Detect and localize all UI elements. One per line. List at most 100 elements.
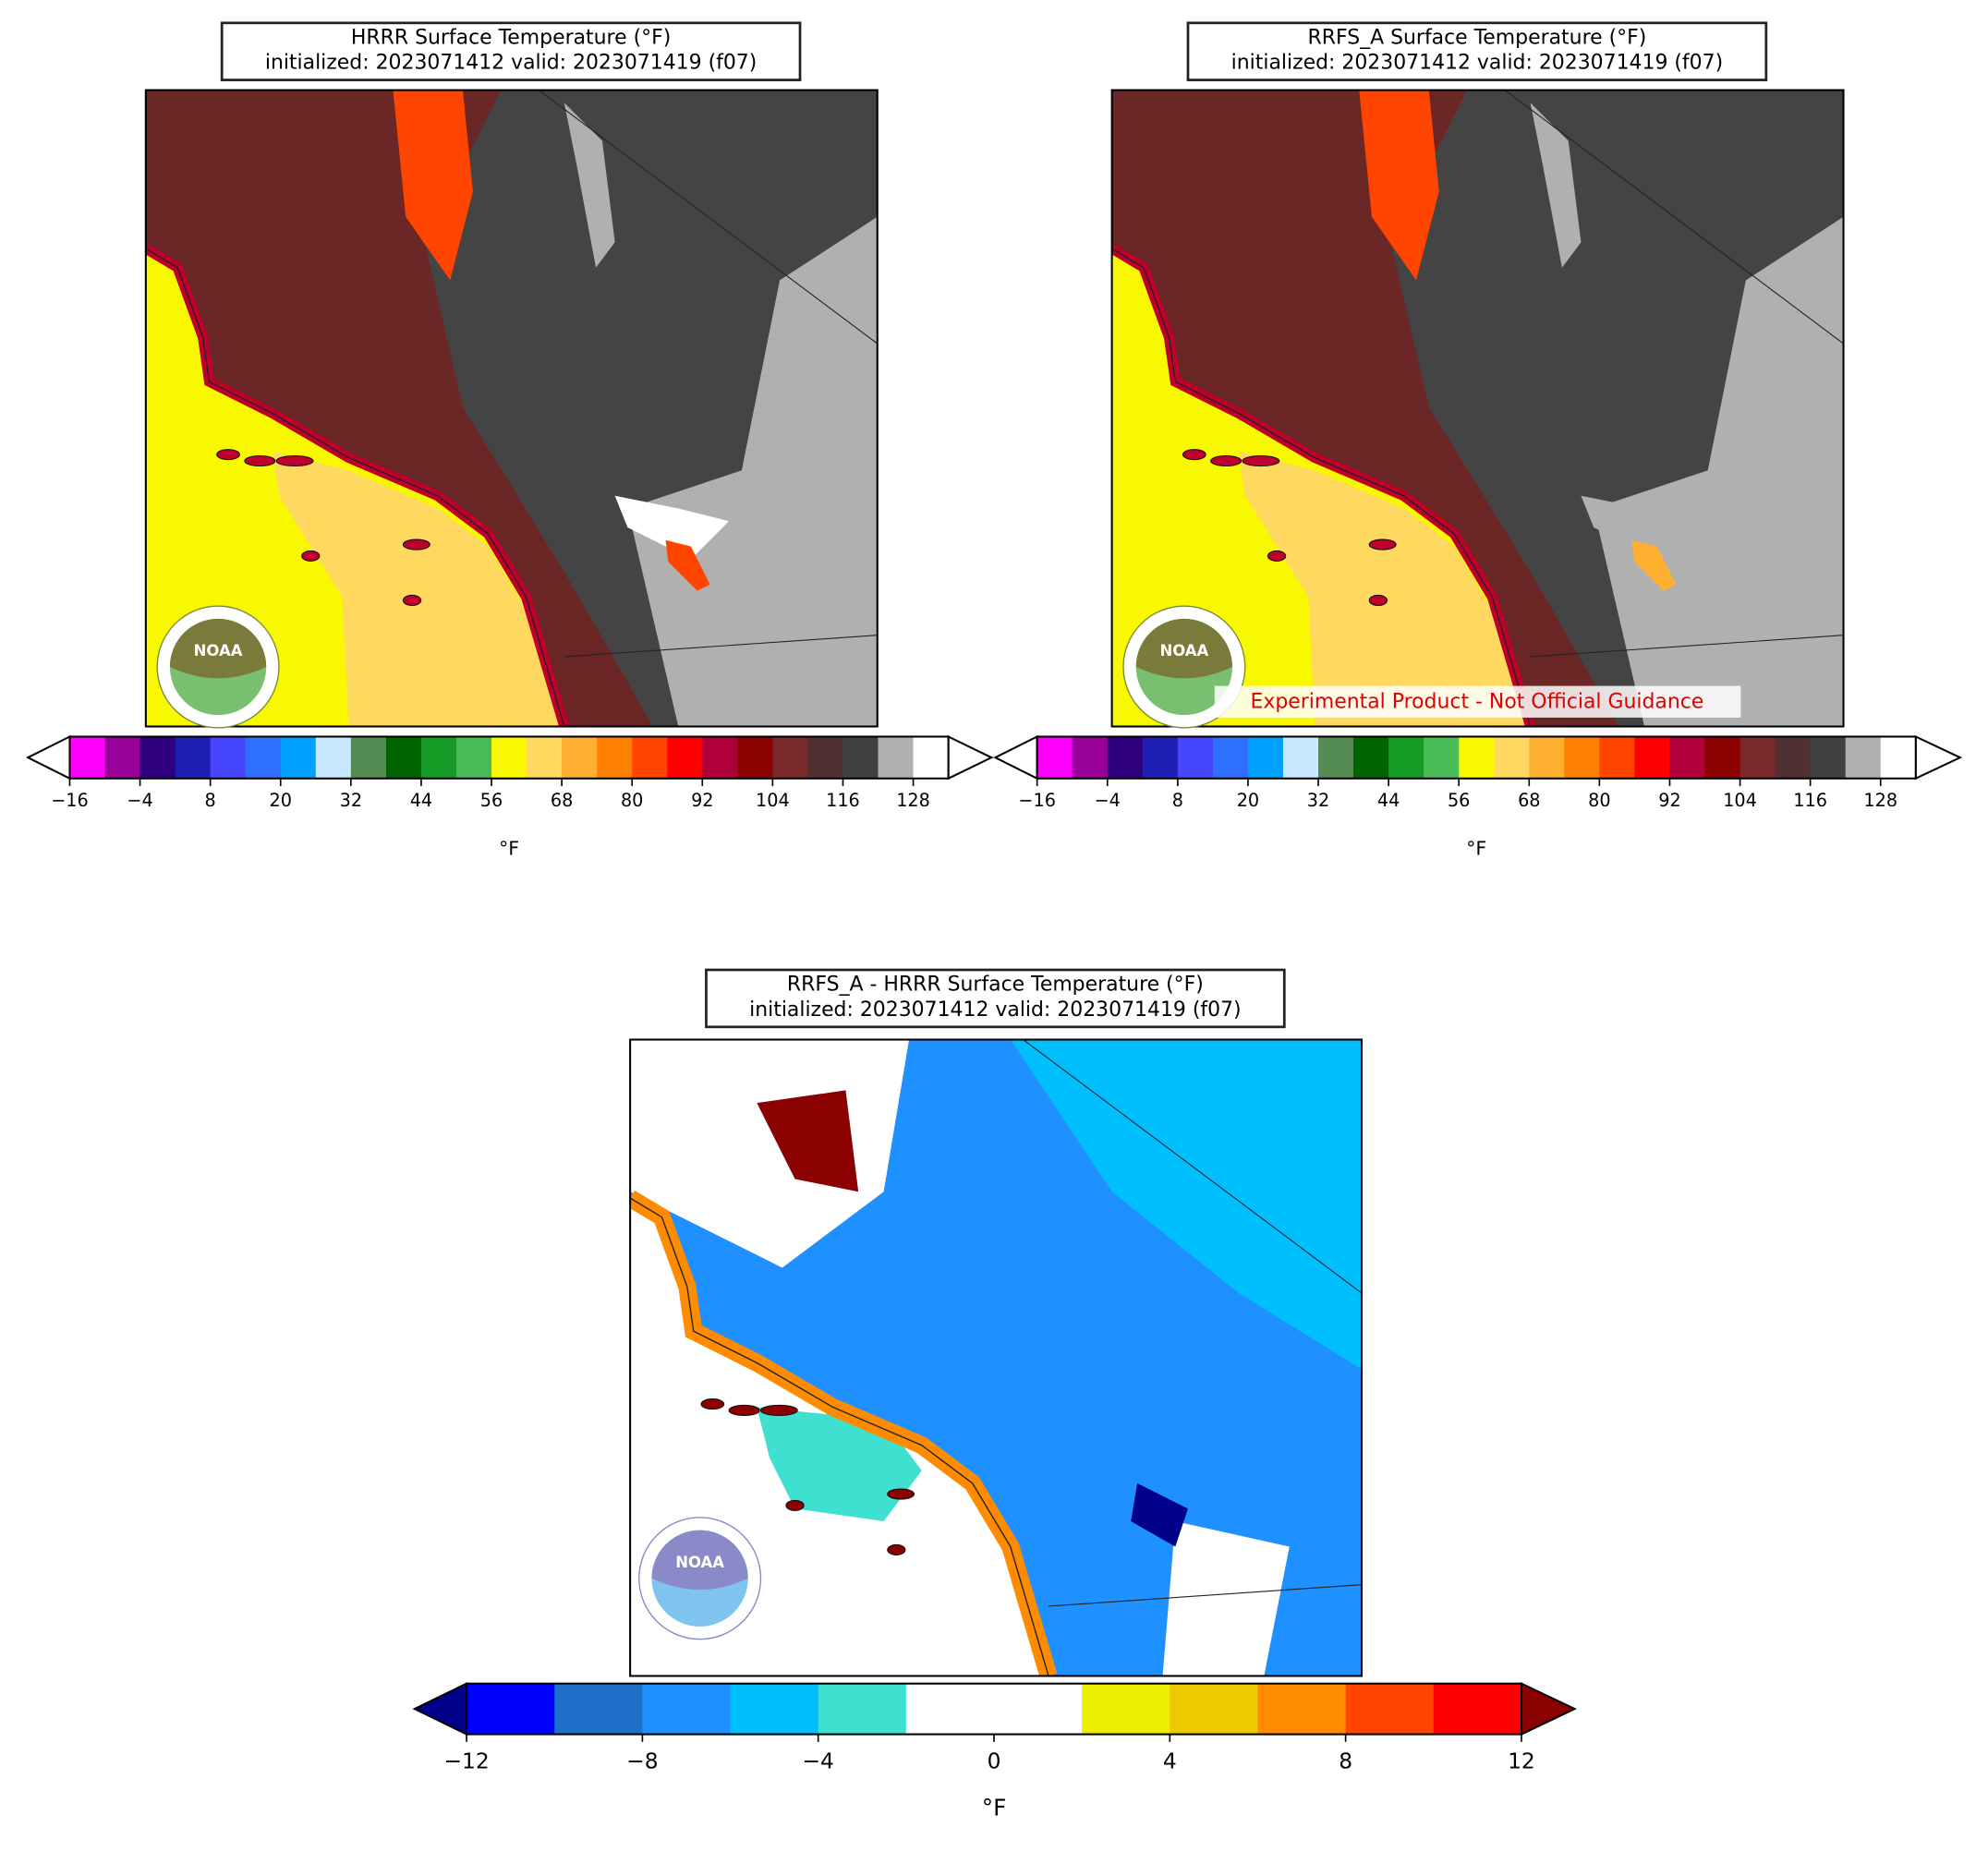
colorbar-swatch bbox=[1810, 736, 1847, 779]
island bbox=[1267, 550, 1287, 562]
coastline bbox=[1111, 248, 1532, 727]
title-line: initialized: 2023071412 valid: 202307141… bbox=[1231, 52, 1723, 75]
colorbar-swatch bbox=[1388, 736, 1424, 779]
colorbar-swatch bbox=[1880, 736, 1917, 779]
colorbar-tick-label: 8 bbox=[205, 790, 216, 811]
colorbar-tick-label: 32 bbox=[340, 790, 362, 811]
island bbox=[1182, 449, 1206, 461]
colorbar-tick-label: 104 bbox=[756, 790, 790, 811]
island bbox=[402, 594, 422, 607]
colorbar-tick-label: 8 bbox=[1172, 790, 1183, 811]
colorbar-swatch bbox=[1177, 736, 1214, 779]
colorbar-swatch bbox=[642, 1683, 732, 1735]
colorbar-swatch bbox=[1424, 736, 1460, 779]
colorbar-extend-high bbox=[1520, 1682, 1577, 1736]
island bbox=[275, 454, 314, 467]
logo-top bbox=[651, 1530, 748, 1591]
colorbar-swatch bbox=[245, 736, 282, 779]
colorbar-swatch bbox=[562, 736, 598, 779]
island bbox=[244, 454, 276, 467]
colorbar-swatch bbox=[905, 1683, 995, 1735]
state-line bbox=[1504, 90, 1844, 345]
valley-warm bbox=[1359, 90, 1439, 281]
colorbar-swatch bbox=[1036, 736, 1073, 779]
colorbar-label: °F bbox=[1466, 838, 1486, 860]
colorbar-tick-label: 20 bbox=[270, 790, 292, 811]
colorbar-tick-label: 20 bbox=[1237, 790, 1259, 811]
island bbox=[700, 1398, 725, 1410]
mountain-ridge bbox=[1530, 103, 1582, 268]
colorbar-tick-label: 116 bbox=[1793, 790, 1827, 811]
title-box bbox=[705, 968, 1286, 1029]
colorbar-frame bbox=[68, 735, 950, 780]
colorbar-swatch bbox=[1740, 736, 1776, 779]
island bbox=[759, 1404, 798, 1417]
panel: NOAA RRFS_A Surface Temperature (°F) initi… bbox=[993, 21, 1963, 860]
colorbar-swatch bbox=[1494, 736, 1530, 779]
colorbar-swatch bbox=[175, 736, 212, 779]
panel: NOAA HRRR Surface Temperature (°F) initial… bbox=[25, 21, 994, 860]
colorbar-swatch bbox=[1634, 736, 1671, 779]
colorbar-swatch bbox=[139, 736, 176, 779]
map bbox=[1110, 89, 1845, 728]
map-frame bbox=[1110, 89, 1845, 728]
colorbar-swatch bbox=[702, 736, 739, 779]
colorbar-tick-label: 0 bbox=[988, 1748, 1001, 1773]
bight bbox=[273, 451, 564, 727]
colorbar-tick-label: −16 bbox=[51, 790, 89, 811]
coastline bbox=[145, 248, 565, 727]
colorbar-swatch bbox=[913, 736, 950, 779]
border bbox=[564, 635, 878, 658]
colorbar-swatch bbox=[730, 1683, 819, 1735]
colorbar-swatch bbox=[1845, 736, 1882, 779]
colorbar-swatch bbox=[350, 736, 387, 779]
colorbar-swatch bbox=[1282, 736, 1319, 779]
colorbar-tick-label: 4 bbox=[1163, 1748, 1177, 1773]
colorbar-swatch bbox=[1170, 1683, 1259, 1735]
colorbar-tick-label: −16 bbox=[1018, 790, 1056, 811]
colorbar-tick-label: 92 bbox=[691, 790, 713, 811]
mountain-ridge bbox=[564, 103, 615, 268]
logo-text: NOAA bbox=[675, 1554, 724, 1571]
island bbox=[887, 1543, 906, 1555]
colorbar-tick-label: 80 bbox=[621, 790, 643, 811]
colorbar-tick-label: −4 bbox=[802, 1748, 833, 1773]
colorbar-swatch bbox=[597, 736, 633, 779]
colorbar-tick-label: 80 bbox=[1588, 790, 1610, 811]
colorbar-extend-high bbox=[947, 734, 994, 780]
island bbox=[728, 1404, 760, 1417]
map-fields bbox=[145, 90, 878, 727]
logo-text: NOAA bbox=[194, 642, 243, 659]
coastline bbox=[630, 1197, 1049, 1676]
colorbar-swatch bbox=[491, 736, 527, 779]
title-line: RRFS_A - HRRR Surface Temperature (°F) bbox=[787, 974, 1204, 997]
state-line bbox=[538, 90, 878, 345]
colorbar-swatch bbox=[1529, 736, 1566, 779]
desert-neutral bbox=[1162, 1521, 1290, 1676]
title-line: initialized: 2023071412 valid: 202307141… bbox=[749, 998, 1241, 1022]
colorbar-swatch bbox=[1775, 736, 1812, 779]
colorbar-tick-label: 116 bbox=[826, 790, 860, 811]
colorbar-swatch bbox=[632, 736, 668, 779]
colorbar-swatch bbox=[1459, 736, 1495, 779]
desert-hot bbox=[1594, 216, 1844, 727]
colorbar-extend-low bbox=[993, 734, 1038, 780]
title-box bbox=[1186, 21, 1768, 81]
colorbar-swatch bbox=[1345, 1683, 1435, 1735]
colorbar-tick-label: −12 bbox=[443, 1748, 489, 1773]
colorbar-tick-label: 32 bbox=[1307, 790, 1329, 811]
colorbar-swatch bbox=[1082, 1683, 1170, 1735]
salton bbox=[1631, 539, 1677, 591]
colorbar-tick-label: 56 bbox=[1448, 790, 1470, 811]
colorbar-tick-label: 44 bbox=[1377, 790, 1400, 811]
map-frame bbox=[144, 89, 879, 728]
island bbox=[301, 550, 321, 562]
colorbar-swatch bbox=[420, 736, 457, 779]
colorbar-frame bbox=[1036, 735, 1917, 780]
colorbar-swatch bbox=[210, 736, 247, 779]
logo-top bbox=[169, 618, 267, 679]
colorbar-tick-label: −4 bbox=[127, 790, 152, 811]
bight bbox=[1238, 451, 1531, 727]
colorbar-swatch bbox=[1353, 736, 1389, 779]
